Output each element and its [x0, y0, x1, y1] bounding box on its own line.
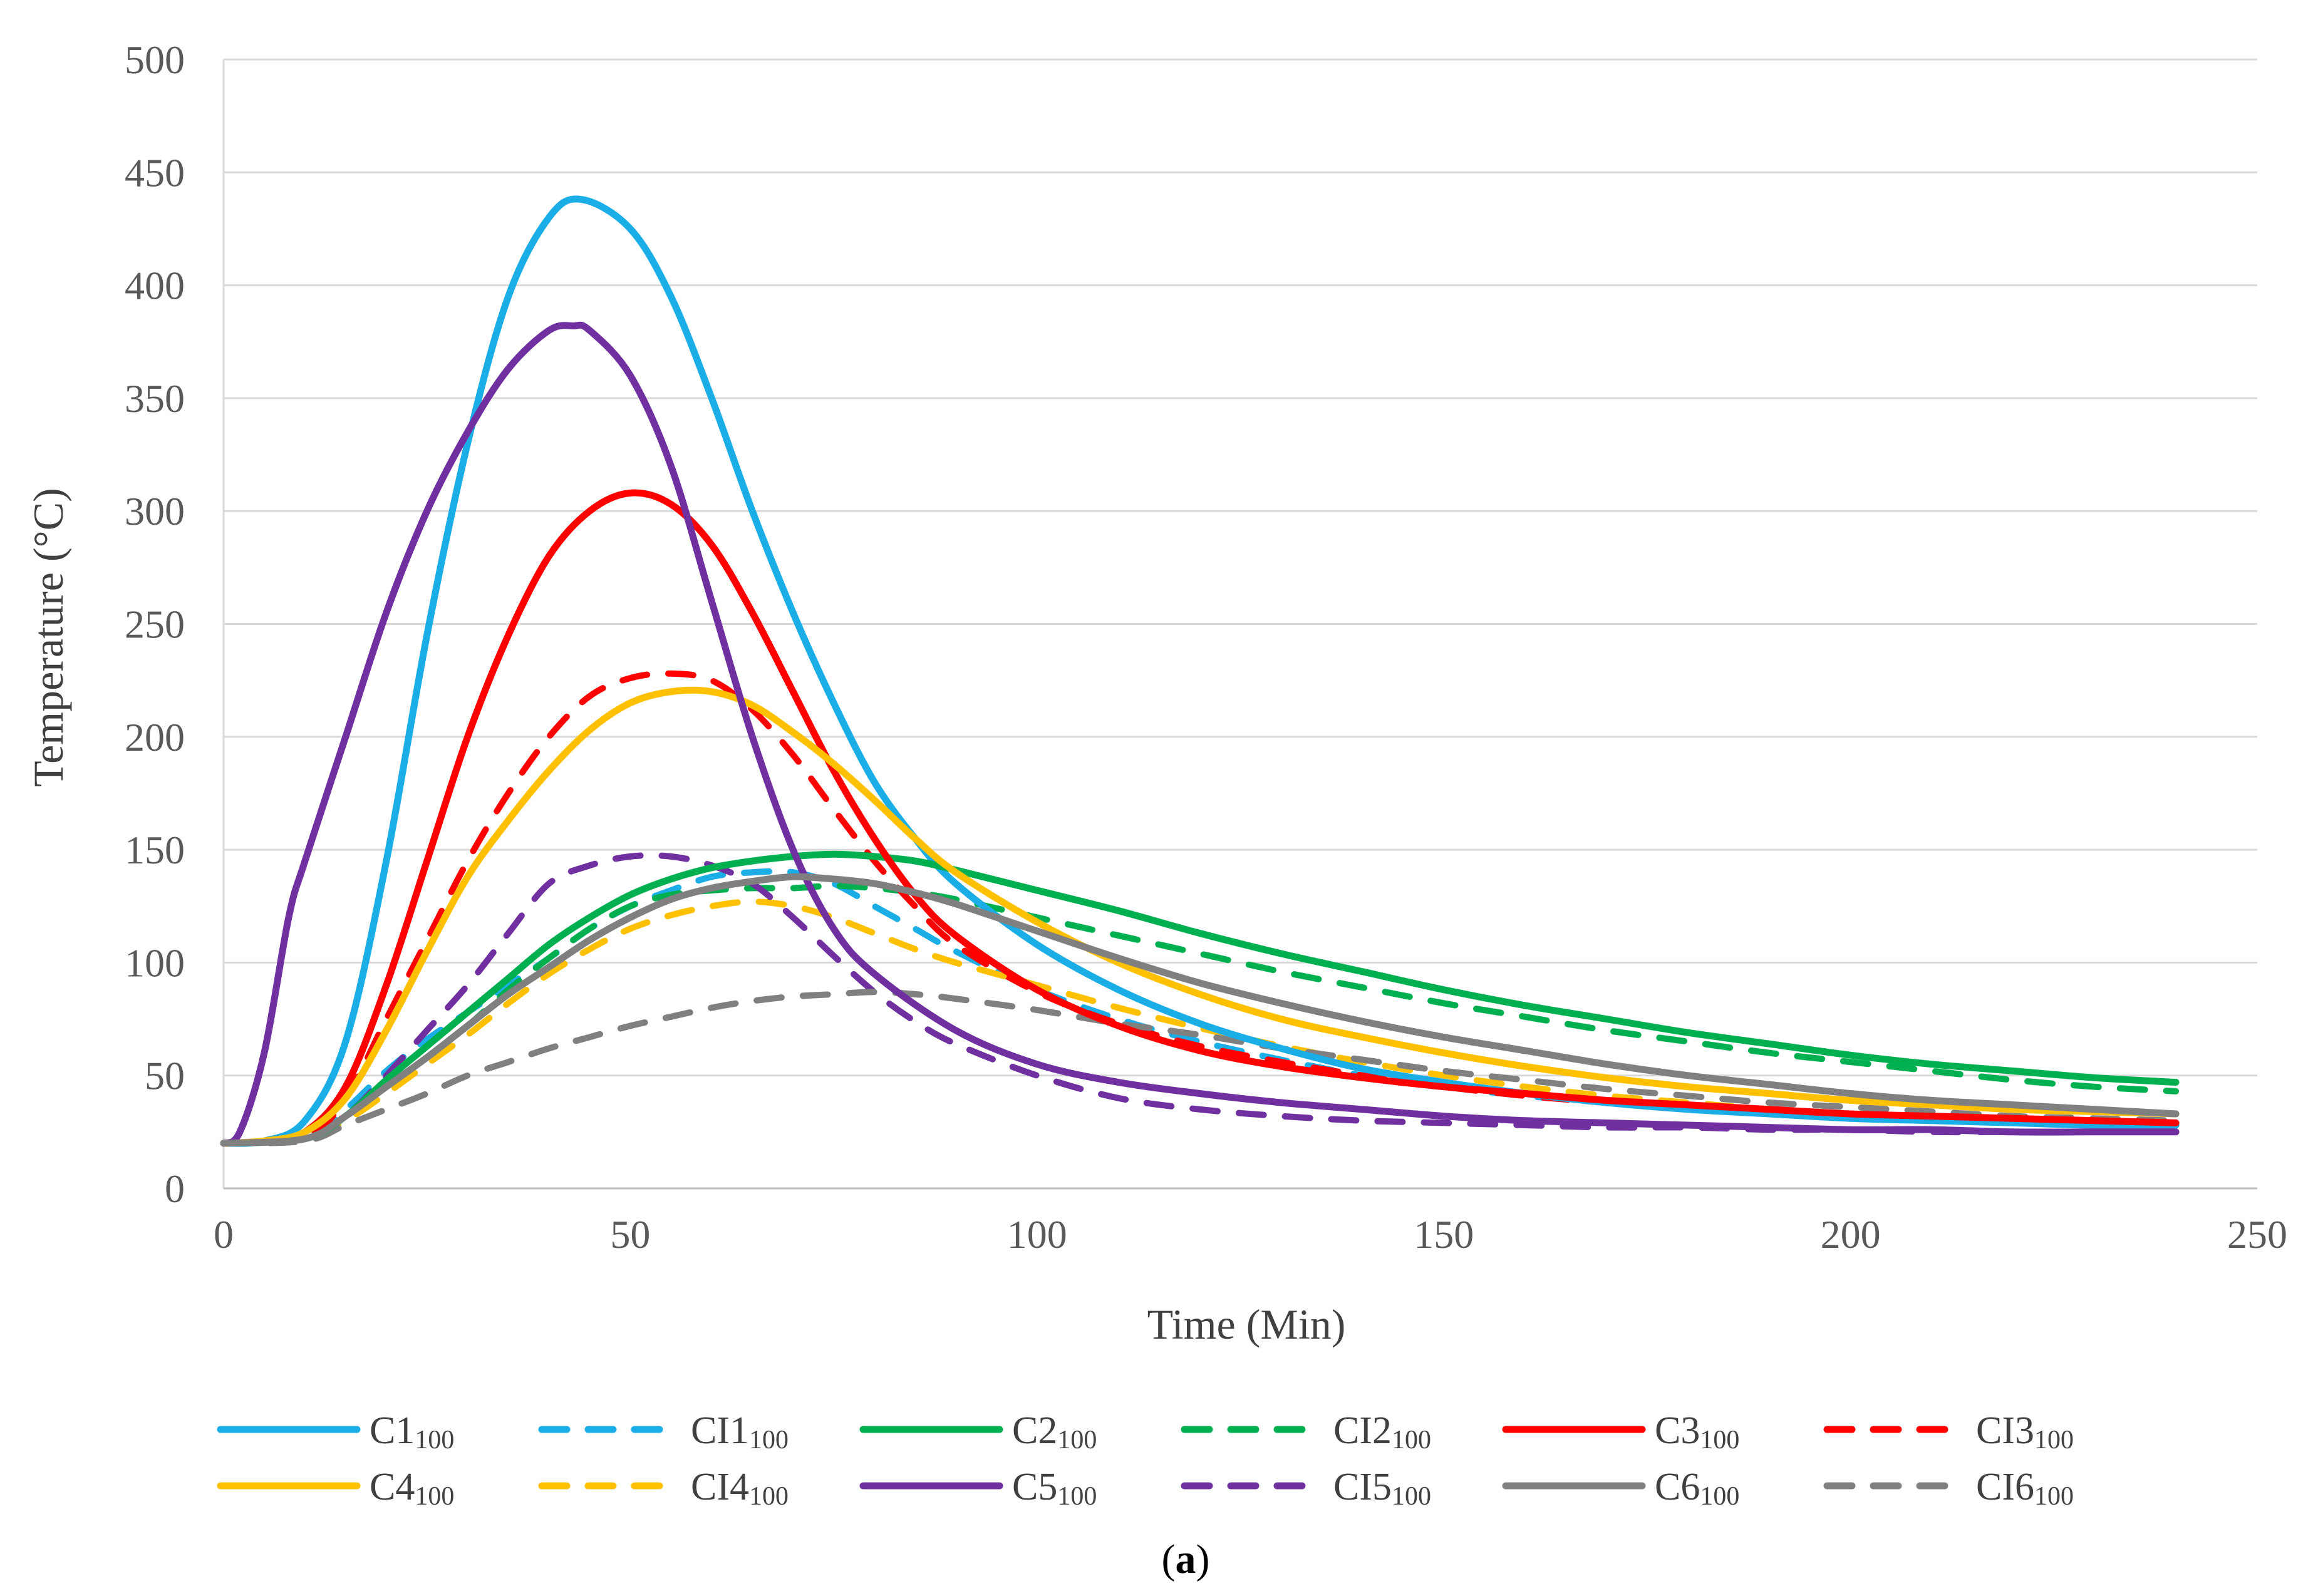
legend-item-c2: C2100	[859, 1409, 1097, 1454]
legend-label-subscript: 100	[415, 1426, 454, 1454]
legend-label-subscript: 100	[749, 1482, 789, 1511]
tick-labels: 0 50 100 150 200 250 300 350 400 450 500 0 50 100 150 2…	[125, 38, 2287, 1257]
x-tick-label: 200	[1821, 1212, 1881, 1257]
legend-label-subscript: 100	[1392, 1482, 1431, 1511]
legend-label-subscript: 100	[1392, 1426, 1431, 1454]
series-line-c1	[220, 195, 2180, 1147]
series-line-c2	[220, 850, 2180, 1147]
y-tick-label: 300	[125, 489, 185, 533]
x-tick-label: 0	[214, 1212, 234, 1257]
legend-label: CI3100	[1976, 1409, 2074, 1454]
legend-label-subscript: 100	[1700, 1426, 1739, 1454]
legend-label-subscript: 100	[749, 1426, 789, 1454]
legend-label-main: CI5	[1333, 1466, 1392, 1508]
legend-label-main: C4	[370, 1466, 415, 1508]
legend-item-c1: C1100	[217, 1409, 454, 1454]
legend-label-subscript: 100	[415, 1482, 454, 1511]
series-line-ci2	[220, 882, 2180, 1146]
y-tick-label: 500	[125, 38, 185, 82]
legend-label: C6100	[1655, 1466, 1739, 1511]
legend-label-main: CI4	[691, 1466, 749, 1508]
legend-item-c6: C6100	[1502, 1466, 1739, 1511]
legend-item-c4: C4100	[217, 1466, 454, 1511]
plot-series	[220, 195, 2180, 1147]
y-tick-label: 50	[145, 1054, 185, 1098]
legend-item-ci4: CI4100	[538, 1466, 789, 1511]
legend-label-main: CI2	[1333, 1409, 1392, 1452]
legend-label: C4100	[370, 1466, 454, 1511]
caption-close-paren: )	[1196, 1537, 1210, 1582]
legend-label: C5100	[1012, 1466, 1097, 1511]
legend-label-main: CI3	[1976, 1409, 2034, 1452]
series-line-c3	[220, 489, 2180, 1147]
legend-label-main: CI6	[1976, 1466, 2034, 1508]
legend-label-subscript: 100	[1057, 1482, 1097, 1511]
axes	[222, 59, 2257, 1190]
legend-item-ci3: CI3100	[1823, 1409, 2074, 1454]
legend-item-ci2: CI2100	[1181, 1409, 1431, 1454]
caption-letter: a	[1176, 1537, 1196, 1582]
x-tick-label: 100	[1007, 1212, 1067, 1257]
legend-label-main: C5	[1012, 1466, 1057, 1508]
legend-label-subscript: 100	[1700, 1482, 1739, 1511]
legend-item-c3: C3100	[1502, 1409, 1739, 1454]
y-tick-label: 350	[125, 376, 185, 421]
legend-item-ci5: CI5100	[1181, 1466, 1431, 1511]
y-tick-label: 450	[125, 150, 185, 195]
x-tick-label: 50	[610, 1212, 650, 1257]
x-axis-title: Time (Min)	[1147, 1300, 1346, 1348]
legend-label-main: C2	[1012, 1409, 1057, 1452]
legend-label: CI5100	[1333, 1466, 1431, 1511]
legend-label-main: C3	[1655, 1409, 1700, 1452]
legend-label: CI4100	[691, 1466, 789, 1511]
y-tick-label: 100	[125, 940, 185, 985]
y-tick-label: 150	[125, 828, 185, 872]
y-tick-label: 250	[125, 602, 185, 647]
y-axis-title: Temperature (°C)	[24, 488, 72, 786]
legend-label: C1100	[370, 1409, 454, 1454]
legend-label-subscript: 100	[2034, 1426, 2074, 1454]
legend-label: C3100	[1655, 1409, 1739, 1454]
legend-item-c5: C5100	[859, 1466, 1097, 1511]
legend-label-main: C6	[1655, 1466, 1700, 1508]
series-line-ci3	[220, 670, 2180, 1146]
legend-label: CI2100	[1333, 1409, 1431, 1454]
legend-label-main: CI1	[691, 1409, 749, 1452]
legend-item-ci1: CI1100	[538, 1409, 789, 1454]
x-tick-label: 150	[1414, 1212, 1474, 1257]
series-line-c4	[220, 686, 2180, 1147]
legend-label: C2100	[1012, 1409, 1097, 1454]
series-line-c6	[220, 873, 2180, 1147]
y-tick-label: 400	[125, 264, 185, 308]
legend-label-subscript: 100	[2034, 1482, 2074, 1511]
caption-open-paren: (	[1162, 1537, 1176, 1582]
legend-item-ci6: CI6100	[1823, 1466, 2074, 1511]
x-tick-label: 250	[2227, 1212, 2287, 1257]
legend-label-main: C1	[370, 1409, 415, 1452]
figure-caption: (a)	[1162, 1537, 1210, 1582]
legend-label: CI6100	[1976, 1466, 2074, 1511]
legend-label-subscript: 100	[1057, 1426, 1097, 1454]
y-tick-label: 200	[125, 715, 185, 759]
y-tick-label: 0	[165, 1166, 185, 1211]
series-line-ci6	[220, 989, 2180, 1146]
legend-label: CI1100	[691, 1409, 789, 1454]
